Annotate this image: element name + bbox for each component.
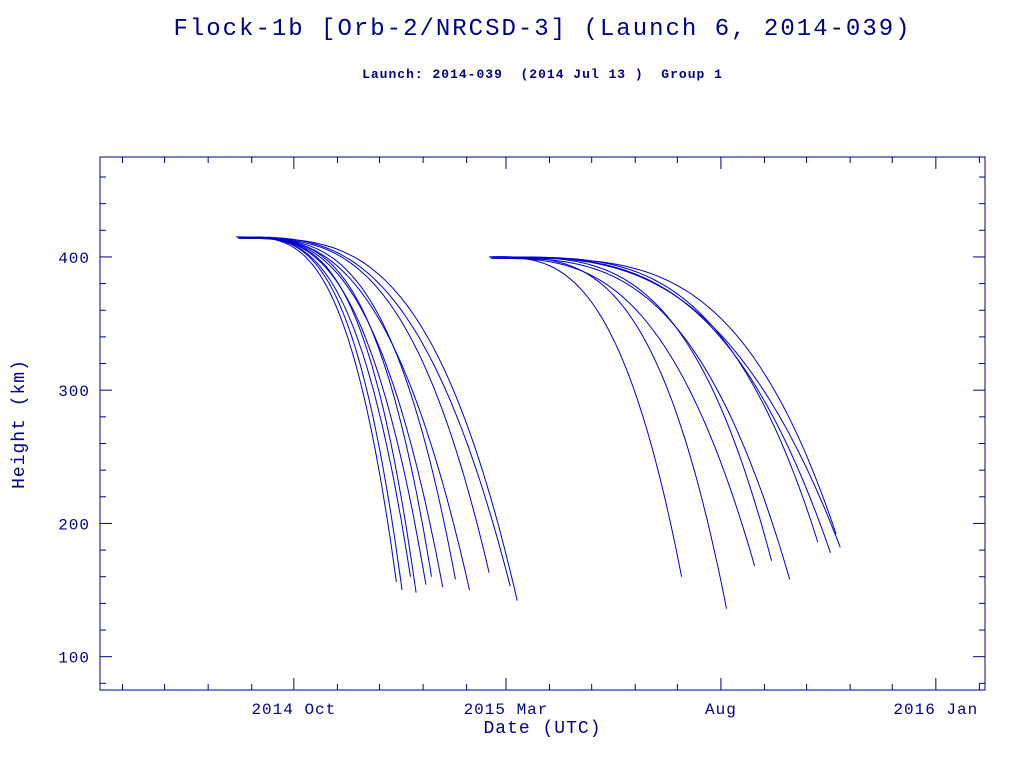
decay-curve-sat-16 <box>491 256 772 561</box>
y-tick-label: 300 <box>58 383 90 401</box>
decay-curve-sat-13 <box>489 256 683 577</box>
chart-subtitle: Launch: 2014-039 (2014 Jul 13 ) Group 1 <box>362 67 723 82</box>
x-axis-label: Date (UTC) <box>483 719 602 739</box>
x-tick-label: 2016 Jan <box>893 701 978 719</box>
decay-curve-sat-11 <box>241 236 511 587</box>
decay-curve-sat-01 <box>236 236 397 583</box>
decay-curve-sat-15 <box>490 257 756 567</box>
decay-curve-sat-12 <box>241 237 518 601</box>
y-tick-label: 200 <box>58 516 90 534</box>
decay-curve-sat-19 <box>493 256 831 553</box>
decay-curve-sat-20 <box>494 257 837 535</box>
decay-curve-sat-02 <box>236 236 403 591</box>
plot-frame <box>99 156 986 691</box>
decay-curve-sat-07 <box>239 236 444 588</box>
x-tick-label: 2014 Oct <box>251 701 336 719</box>
decay-curve-sat-03 <box>237 236 411 577</box>
decay-curve-sat-21 <box>494 256 841 548</box>
decay-curve-sat-09 <box>240 236 470 591</box>
chart-title: Flock-1b [Orb-2/NRCSD-3] (Launch 6, 2014… <box>173 16 912 43</box>
decay-curve-sat-17 <box>491 257 791 580</box>
x-tick-label: Aug <box>705 701 737 719</box>
y-tick-label: 100 <box>58 650 90 668</box>
x-tick-label: 2015 Mar <box>464 701 549 719</box>
decay-curve-sat-04 <box>237 237 417 593</box>
y-tick-label: 400 <box>58 250 90 268</box>
decay-curve-sat-14 <box>490 256 727 609</box>
